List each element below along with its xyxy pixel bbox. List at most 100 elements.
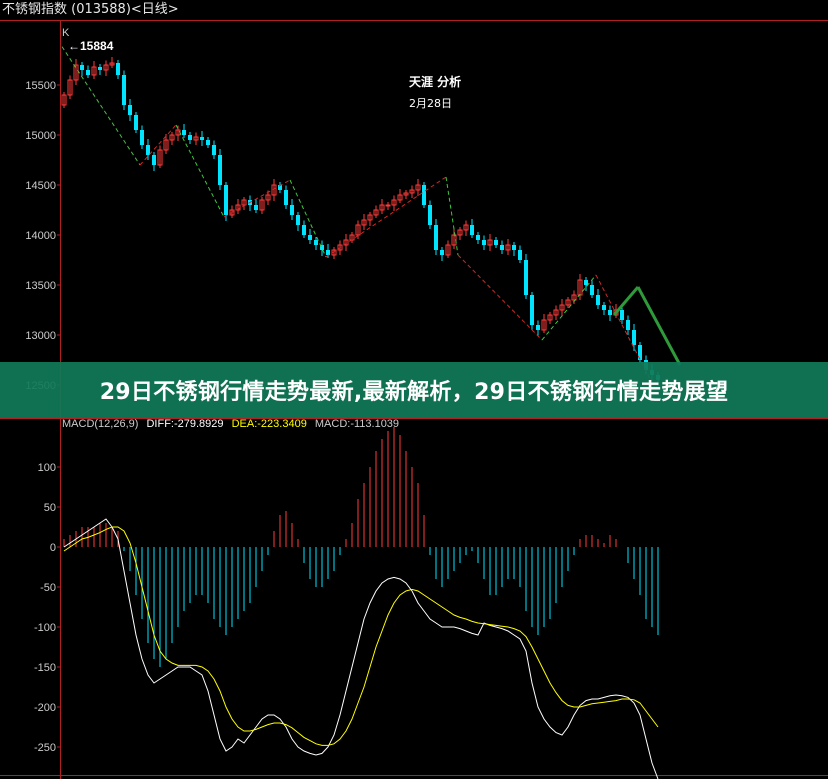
macd-tick-label: 0: [50, 542, 56, 554]
dea-line: [63, 526, 659, 746]
candle-down: [128, 105, 132, 115]
candle-up: [337, 244, 343, 251]
candle-up: [397, 194, 403, 201]
candle-down: [188, 135, 192, 140]
candle-down: [98, 67, 102, 70]
candle-down: [116, 63, 120, 75]
candle-down: [314, 240, 318, 245]
candle-up: [235, 204, 241, 211]
date-annotation: 2月28日: [409, 97, 452, 110]
candle-down: [500, 245, 504, 250]
candle-up: [553, 309, 559, 316]
candle-down: [206, 140, 210, 145]
candle-down: [320, 245, 324, 250]
candle-down: [512, 245, 516, 250]
author-annotation: 天涯 分析: [409, 74, 461, 89]
candle-down: [518, 250, 522, 260]
trend-line: [289, 179, 327, 258]
trend-line: [457, 254, 543, 341]
candle-down: [80, 65, 84, 70]
candle-down: [620, 310, 624, 320]
candle-up: [157, 149, 163, 166]
candle-up: [67, 79, 73, 96]
trend-line: [541, 274, 597, 341]
candle-down: [638, 345, 642, 360]
macd-tick-label: -150: [34, 662, 56, 674]
candle-up: [355, 224, 361, 236]
candle-up: [361, 219, 367, 226]
candle-up: [385, 204, 391, 207]
candle-up: [457, 229, 463, 236]
candle-down: [122, 75, 126, 105]
candle-down: [524, 260, 528, 295]
candle-down: [470, 225, 474, 235]
candle-down: [140, 130, 144, 145]
candle-up: [169, 134, 175, 141]
candle-up: [241, 199, 247, 206]
candle-up: [565, 299, 571, 306]
candle-down: [434, 225, 438, 250]
macd-header: MACD(12,26,9) DIFF:-279.8929 DEA:-223.34…: [62, 418, 399, 430]
candle-down: [494, 240, 498, 245]
price-tick-label: 15500: [25, 80, 56, 92]
chart-title: 不锈钢指数 (013588)<日线>: [2, 2, 179, 17]
macd-params: MACD(12,26,9): [62, 418, 138, 430]
candle-down: [596, 295, 600, 305]
trend-arrow: [636, 286, 682, 366]
trend-line: [223, 179, 291, 218]
candle-up: [271, 184, 277, 196]
candle-down: [284, 190, 288, 205]
candle-down: [224, 185, 228, 215]
trend-arrow: [612, 286, 640, 316]
candle-down: [584, 280, 588, 285]
candle-down: [482, 240, 486, 245]
headline-text: 29日不锈钢行情走势最新,最新解析，29日不锈钢行情走势展望: [99, 380, 729, 405]
candle-down: [326, 250, 330, 255]
trend-line: [61, 46, 141, 166]
candle-up: [415, 184, 421, 191]
candle-down: [632, 330, 636, 345]
candle-down: [536, 325, 540, 330]
price-tick-label: 13000: [25, 330, 56, 342]
candle-up: [259, 199, 265, 211]
candle-down: [152, 155, 156, 165]
candle-down: [440, 250, 444, 255]
candle-down: [200, 137, 204, 140]
candle-up: [163, 139, 169, 151]
candle-down: [602, 305, 606, 310]
candle-up: [103, 64, 109, 71]
macd-tick-label: -250: [34, 742, 56, 754]
macd-value: MACD:-113.1039: [315, 418, 399, 430]
candle-up: [265, 194, 271, 201]
candle-down: [254, 205, 258, 210]
candle-down: [428, 205, 432, 225]
trend-line: [325, 176, 447, 258]
candle-down: [626, 320, 630, 330]
candle-up: [559, 304, 565, 311]
k-label: K: [62, 27, 70, 39]
candle-up: [193, 136, 199, 141]
trend-line: [139, 124, 177, 166]
candle-down: [476, 235, 480, 240]
candle-up: [379, 204, 385, 211]
candle-up: [343, 239, 349, 246]
candle-down: [86, 70, 90, 75]
macd-tick-label: -200: [34, 702, 56, 714]
candle-down: [302, 225, 306, 235]
candle-down: [590, 285, 594, 295]
candle-up: [547, 314, 553, 321]
macd-tick-label: -100: [34, 622, 56, 634]
candle-up: [229, 209, 235, 216]
candle-up: [505, 244, 511, 251]
high-marker-label: ←15884: [68, 39, 114, 53]
trend-line: [175, 124, 225, 218]
candle-down: [182, 130, 186, 135]
trend-line: [445, 176, 459, 256]
price-tick-label: 14500: [25, 180, 56, 192]
candle-up: [73, 64, 79, 81]
macd-diff-value: DIFF:-279.8929: [146, 418, 223, 430]
candle-up: [463, 224, 469, 231]
candle-down: [422, 185, 426, 205]
candle-down: [212, 145, 216, 155]
